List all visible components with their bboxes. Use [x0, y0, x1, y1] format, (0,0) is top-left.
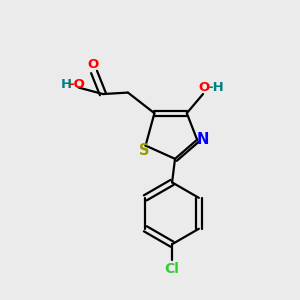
Text: -O: -O — [68, 77, 86, 91]
Text: H: H — [61, 77, 72, 91]
Text: Cl: Cl — [165, 262, 179, 276]
Text: S: S — [139, 143, 150, 158]
Text: -H: -H — [207, 81, 224, 94]
Text: O: O — [199, 81, 210, 94]
Text: N: N — [196, 132, 208, 147]
Text: O: O — [87, 58, 98, 71]
